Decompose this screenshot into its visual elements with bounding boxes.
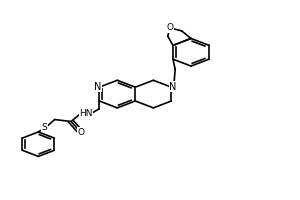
Text: N: N	[169, 82, 176, 92]
Text: S: S	[41, 123, 47, 132]
Text: HN: HN	[79, 109, 93, 118]
Text: O: O	[78, 128, 85, 137]
Text: N: N	[94, 82, 101, 92]
Text: O: O	[166, 23, 173, 32]
